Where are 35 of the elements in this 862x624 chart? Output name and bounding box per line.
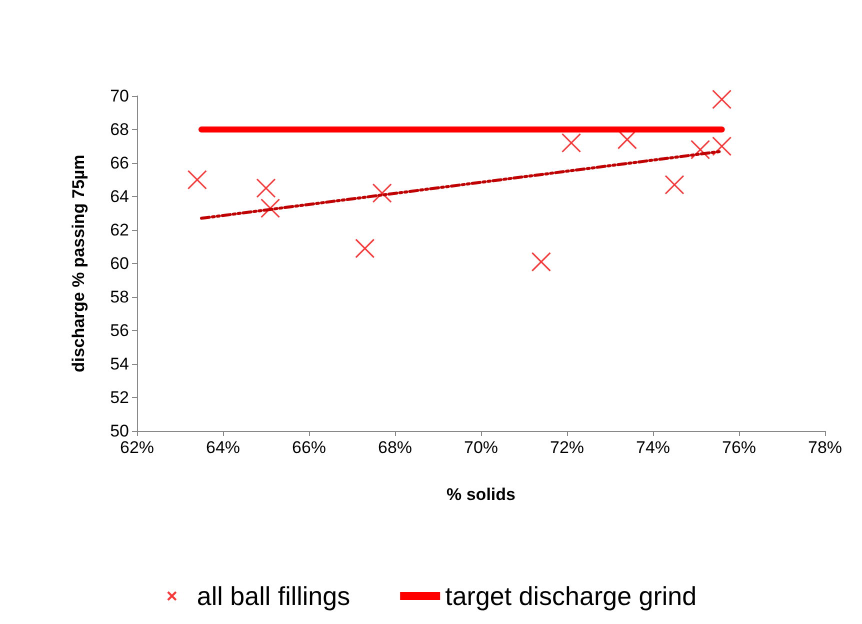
legend-label: target discharge grind: [445, 581, 697, 611]
y-tick-label: 68: [110, 120, 129, 139]
point: [562, 133, 582, 153]
legend-label: all ball fillings: [196, 581, 350, 611]
point: [531, 252, 551, 272]
x-tick-label: 66%: [292, 438, 326, 457]
x-tick-label: 62%: [120, 438, 154, 457]
point: [712, 136, 732, 156]
point: [187, 170, 207, 190]
y-axis-title: discharge % passing 75µm: [69, 154, 88, 372]
x-tick-label: 74%: [636, 438, 670, 457]
x-tick-label: 64%: [206, 438, 240, 457]
y-tick-label: 58: [110, 288, 129, 306]
point: [690, 140, 710, 160]
y-tick-label: 54: [110, 354, 129, 374]
x-tick-label: 70%: [464, 438, 498, 457]
point: [712, 90, 732, 110]
y-tick-label: 70: [110, 86, 129, 106]
point: [260, 198, 280, 218]
y-tick-label: 62: [110, 220, 129, 240]
y-tick-label: 60: [110, 254, 129, 273]
point: [372, 183, 392, 203]
y-tick-label: 56: [110, 321, 129, 340]
y-tick-label: 50: [110, 422, 129, 440]
x-tick-label: 68%: [378, 438, 412, 457]
point: [664, 175, 684, 195]
x-tick-label: 72%: [550, 438, 584, 457]
y-tick-label: 66: [110, 154, 129, 172]
y-tick-label: 52: [110, 388, 129, 407]
x-axis-title: % solids: [446, 485, 516, 504]
point: [355, 238, 375, 258]
y-tick-label: 64: [110, 187, 129, 206]
point: [256, 178, 276, 198]
x-tick-label: 78%: [808, 438, 842, 457]
x-tick-label: 76%: [722, 438, 756, 457]
